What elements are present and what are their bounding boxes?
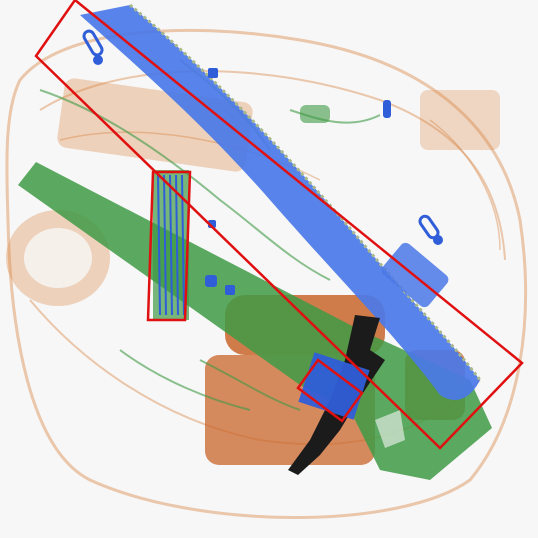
detection-box-saw [34,0,524,450]
round-organic-object [6,210,110,306]
razor-blades [153,170,189,320]
small-metal-items [82,29,443,295]
detection-box-knife [296,358,364,423]
detection-box-blades [146,170,192,322]
detection-overlays [34,0,524,450]
green-tool [18,162,492,480]
